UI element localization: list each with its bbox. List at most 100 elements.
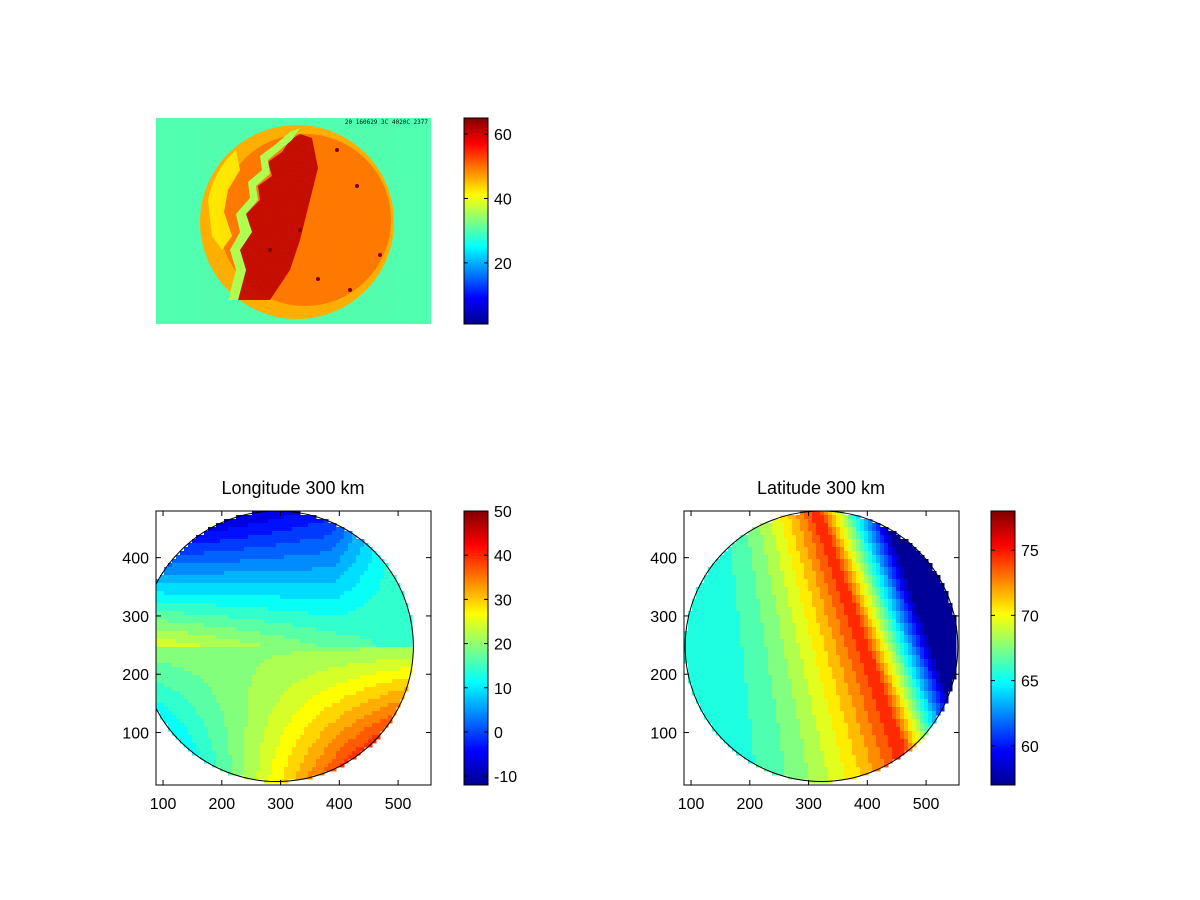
latitude-contour-cell: [720, 731, 725, 736]
longitude-contour-cell: [156, 627, 161, 632]
longitude-contour-cell: [340, 723, 345, 728]
longitude-contour-cell: [260, 631, 265, 636]
longitude-contour-cell: [280, 755, 285, 760]
longitude-contour-cell: [168, 651, 173, 656]
longitude-contour-cell: [264, 691, 269, 696]
longitude-contour-cell: [196, 695, 201, 700]
longitude-contour-cell: [284, 571, 289, 576]
longitude-contour-cell: [220, 743, 225, 748]
longitude-contour-cell: [376, 647, 381, 652]
longitude-contour-cell: [316, 527, 321, 532]
longitude-contour-cell: [280, 523, 285, 528]
longitude-contour-cell: [192, 631, 197, 636]
latitude-contour-cell: [716, 695, 721, 700]
longitude-contour-cell: [236, 751, 241, 756]
longitude-contour-cell: [392, 687, 397, 692]
longitude-contour-cell: [364, 723, 369, 728]
longitude-contour-cell: [368, 731, 373, 736]
longitude-contour-cell: [208, 727, 213, 732]
longitude-contour-cell: [172, 583, 177, 588]
longitude-contour-cell: [292, 743, 297, 748]
longitude-contour-cell: [320, 619, 325, 624]
longitude-contour-cell: [236, 759, 241, 764]
longitude-contour-cell: [348, 735, 353, 740]
longitude-contour-cell: [324, 747, 329, 752]
latitude-contour-cell: [772, 595, 777, 600]
longitude-contour-cell: [332, 579, 337, 584]
longitude-contour-cell: [320, 551, 325, 556]
longitude-contour-cell: [376, 631, 381, 636]
longitude-contour-cell: [336, 723, 341, 728]
longitude-contour-cell: [252, 535, 257, 540]
longitude-contour-cell: [156, 671, 161, 676]
latitude-contour-cell: [704, 691, 709, 696]
latitude-contour-cell: [788, 607, 793, 612]
longitude-contour-cell: [168, 643, 173, 648]
image-colorbar-gradient: [463, 117, 489, 325]
longitude-contour-cell: [272, 775, 277, 780]
latitude-contour-cell: [788, 611, 793, 616]
longitude-contour-cell: [200, 667, 205, 672]
latitude-contour-cell: [688, 659, 693, 664]
longitude-contour-cell: [352, 631, 357, 636]
longitude-contour-cell: [232, 703, 237, 708]
longitude-contour-cell: [212, 555, 217, 560]
longitude-contour-cell: [296, 671, 301, 676]
longitude-contour-cell: [260, 523, 265, 528]
longitude-contour-cell: [320, 575, 325, 580]
longitude-contour-cell: [192, 715, 197, 720]
longitude-contour-cell: [344, 591, 349, 596]
longitude-contour-cell: [324, 647, 329, 652]
longitude-contour-cell: [224, 591, 229, 596]
latitude-contour-cell: [760, 711, 765, 716]
longitude-contour-cell: [320, 579, 325, 584]
longitude-contour-cell: [320, 703, 325, 708]
longitude-contour-cell: [240, 579, 245, 584]
latitude-contour-cell: [748, 715, 753, 720]
longitude-contour-cell: [236, 651, 241, 656]
longitude-contour-cell: [276, 687, 281, 692]
latitude-contour-cell: [780, 627, 785, 632]
longitude-contour-cell: [388, 583, 393, 588]
latitude-contour-cell: [740, 603, 745, 608]
longitude-contour-cell: [328, 699, 333, 704]
latitude-contour-cell: [764, 763, 769, 768]
longitude-contour-cell: [176, 707, 181, 712]
longitude-contour-cell: [188, 679, 193, 684]
latitude-contour-cell: [732, 727, 737, 732]
longitude-contour-cell: [288, 695, 293, 700]
longitude-contour-cell: [228, 571, 233, 576]
longitude-contour-cell: [368, 599, 373, 604]
latitude-contour-cell: [740, 679, 745, 684]
latitude-contour-cell: [744, 599, 749, 604]
longitude-contour-cell: [208, 543, 213, 548]
longitude-contour-cell: [292, 691, 297, 696]
longitude-contour-cell: [284, 615, 289, 620]
longitude-contour-cell: [176, 591, 181, 596]
longitude-contour-cell: [244, 743, 249, 748]
longitude-contour-cell: [272, 567, 277, 572]
longitude-contour-cell: [296, 579, 301, 584]
latitude-contour-cell: [784, 627, 789, 632]
longitude-contour-cell: [268, 683, 273, 688]
longitude-contour-cell: [216, 675, 221, 680]
longitude-contour-cell: [368, 547, 373, 552]
longitude-contour-cell: [208, 647, 213, 652]
latitude-contour-cell: [768, 599, 773, 604]
longitude-contour-cell: [268, 643, 273, 648]
latitude-contour-cell: [724, 651, 729, 656]
latitude-contour-cell: [776, 535, 781, 540]
longitude-contour-cell: [220, 683, 225, 688]
latitude-contour-cell: [716, 727, 721, 732]
longitude-contour-cell: [228, 611, 233, 616]
latitude-contour-cell: [772, 615, 777, 620]
latitude-contour-cell: [788, 675, 793, 680]
latitude-contour-cell: [764, 683, 769, 688]
longitude-contour-cell: [276, 607, 281, 612]
longitude-contour-cell: [308, 519, 313, 524]
longitude-contour-cell: [208, 555, 213, 560]
longitude-contour-cell: [184, 699, 189, 704]
longitude-contour-cell: [236, 531, 241, 536]
latitude-contour-cell: [788, 687, 793, 692]
longitude-contour-cell: [340, 631, 345, 636]
